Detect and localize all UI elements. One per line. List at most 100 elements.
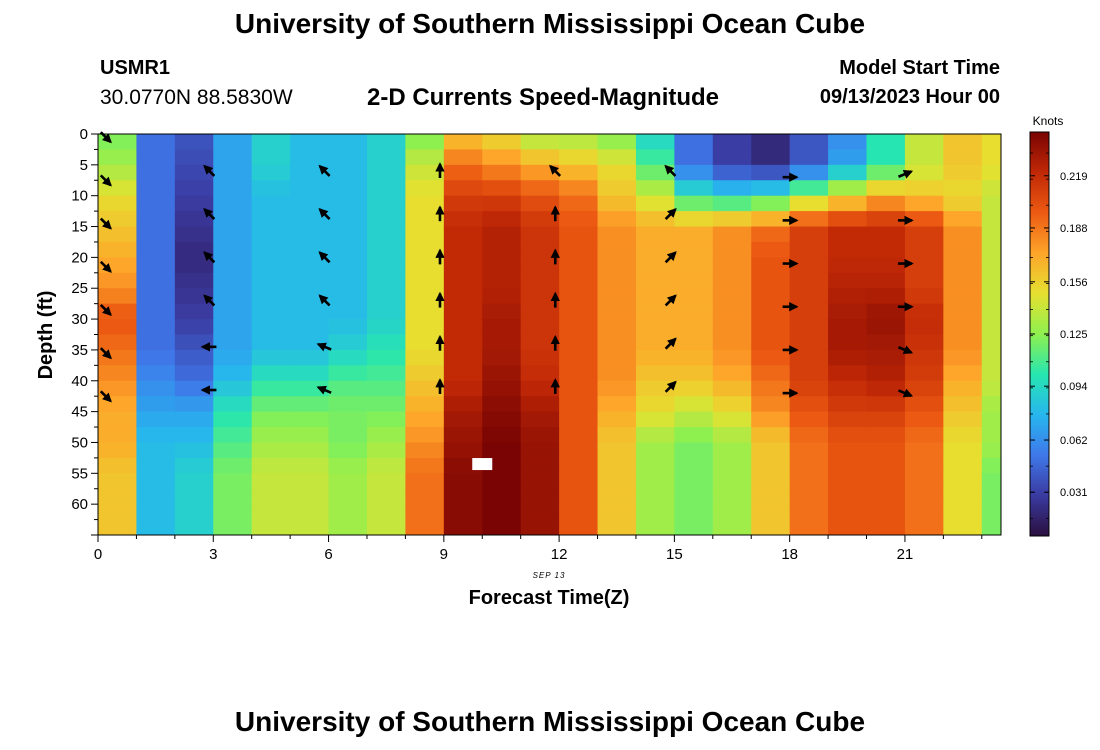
current-vector bbox=[99, 260, 112, 273]
heatmap-cell bbox=[943, 334, 983, 351]
heatmap-cell bbox=[981, 180, 1001, 197]
heatmap-cell bbox=[251, 411, 291, 428]
heatmap-cell bbox=[213, 365, 253, 382]
heatmap-cell bbox=[789, 365, 829, 382]
heatmap-cell bbox=[635, 473, 675, 490]
heatmap-cell bbox=[290, 427, 330, 444]
heatmap-cell bbox=[789, 427, 829, 444]
heatmap-cell bbox=[712, 457, 752, 474]
heatmap-cell bbox=[635, 488, 675, 505]
heatmap-cell bbox=[751, 241, 791, 258]
heatmap-cell bbox=[520, 488, 560, 505]
heatmap-cell bbox=[328, 319, 368, 336]
heatmap-cell bbox=[559, 303, 599, 320]
heatmap-cell bbox=[674, 257, 714, 274]
x-axis: 0 3 6 9 12 15 18 21 bbox=[94, 535, 983, 563]
heatmap-cell bbox=[213, 134, 253, 151]
heatmap-cell bbox=[635, 519, 675, 535]
heatmap-cell bbox=[443, 164, 483, 181]
heatmap-cell bbox=[405, 257, 445, 274]
y-tick-label: 40 bbox=[71, 373, 88, 390]
heatmap-cell bbox=[981, 365, 1001, 382]
heatmap-cell bbox=[213, 319, 253, 336]
heatmap-cell bbox=[405, 427, 445, 444]
heatmap-cell bbox=[213, 149, 253, 166]
current-vector bbox=[203, 251, 216, 264]
heatmap-cell bbox=[828, 365, 868, 382]
current-vector bbox=[203, 207, 216, 221]
heatmap-cell bbox=[712, 380, 752, 397]
heatmap-cell bbox=[405, 211, 445, 228]
heatmap-cell bbox=[251, 442, 291, 459]
heatmap-cell bbox=[482, 488, 522, 505]
heatmap-cell bbox=[674, 180, 714, 197]
heatmap-cell bbox=[904, 272, 944, 289]
current-vector bbox=[316, 385, 332, 395]
heatmap-cell bbox=[943, 164, 983, 181]
heatmap-cell bbox=[597, 442, 637, 459]
heatmap-cell bbox=[328, 288, 368, 305]
heatmap-cell bbox=[789, 334, 829, 351]
current-vector bbox=[664, 337, 677, 350]
heatmap-cell bbox=[981, 195, 1001, 212]
heatmap-cell bbox=[866, 457, 906, 474]
heatmap-cell bbox=[943, 365, 983, 382]
heatmap-cell bbox=[213, 427, 253, 444]
heatmap-cell bbox=[674, 396, 714, 413]
heatmap-cell bbox=[981, 226, 1001, 243]
heatmap-cell bbox=[98, 457, 138, 474]
heatmap-cell bbox=[251, 226, 291, 243]
heatmap-cell bbox=[328, 211, 368, 228]
y-tick-label: 15 bbox=[71, 219, 88, 236]
heatmap-cell bbox=[328, 411, 368, 428]
heatmap-cell bbox=[828, 272, 868, 289]
plot-subtitle: 2-D Currents Speed-Magnitude bbox=[367, 84, 720, 111]
heatmap-cell bbox=[482, 303, 522, 320]
heatmap-cell bbox=[789, 504, 829, 521]
heatmap-cell bbox=[904, 149, 944, 166]
heatmap-cell bbox=[482, 519, 522, 535]
heatmap-cell bbox=[405, 349, 445, 366]
heatmap-cell bbox=[482, 257, 522, 274]
heatmap-cell bbox=[559, 427, 599, 444]
heatmap-cell bbox=[789, 488, 829, 505]
heatmap-cell bbox=[98, 195, 138, 212]
colorbar-tick-label: 0.062 bbox=[1060, 435, 1088, 447]
heatmap-cell bbox=[443, 272, 483, 289]
heatmap-cell bbox=[751, 288, 791, 305]
heatmap-cell bbox=[866, 380, 906, 397]
current-vectors bbox=[99, 131, 914, 403]
heatmap-cell bbox=[520, 349, 560, 366]
heatmap-cell bbox=[674, 488, 714, 505]
heatmap-cell bbox=[559, 272, 599, 289]
heatmap-cell bbox=[789, 257, 829, 274]
heatmap-cell bbox=[751, 303, 791, 320]
heatmap-cell bbox=[443, 473, 483, 490]
y-tick-label: 10 bbox=[71, 188, 88, 205]
heatmap-cell bbox=[674, 504, 714, 521]
heatmap-cell bbox=[828, 195, 868, 212]
heatmap-cell bbox=[136, 411, 176, 428]
colorbar-ticks: 0.031 0.062 0.094 0.125 0.156 0.188 0.219 bbox=[1030, 152, 1088, 519]
heatmap-cell bbox=[981, 427, 1001, 444]
heatmap-cell bbox=[828, 164, 868, 181]
heatmap-cell bbox=[482, 180, 522, 197]
heatmap-cell bbox=[482, 442, 522, 459]
heatmap-cell bbox=[366, 272, 407, 289]
heatmap-cell bbox=[174, 519, 214, 535]
heatmap-cell bbox=[904, 457, 944, 474]
heatmap-cell bbox=[559, 241, 599, 258]
heatmap-cell bbox=[98, 288, 138, 305]
heatmap-cell bbox=[712, 241, 752, 258]
heatmap-cell bbox=[443, 334, 483, 351]
heatmap-cell bbox=[98, 396, 138, 413]
heatmap-cell bbox=[674, 319, 714, 336]
x-tick-label: 6 bbox=[324, 546, 332, 563]
heatmap-cell bbox=[943, 504, 983, 521]
heatmap-cell bbox=[635, 411, 675, 428]
heatmap-cell bbox=[712, 319, 752, 336]
heatmap-cell bbox=[559, 164, 599, 181]
heatmap-cell bbox=[904, 257, 944, 274]
heatmap-cell bbox=[597, 164, 637, 181]
heatmap-cell bbox=[981, 349, 1001, 366]
